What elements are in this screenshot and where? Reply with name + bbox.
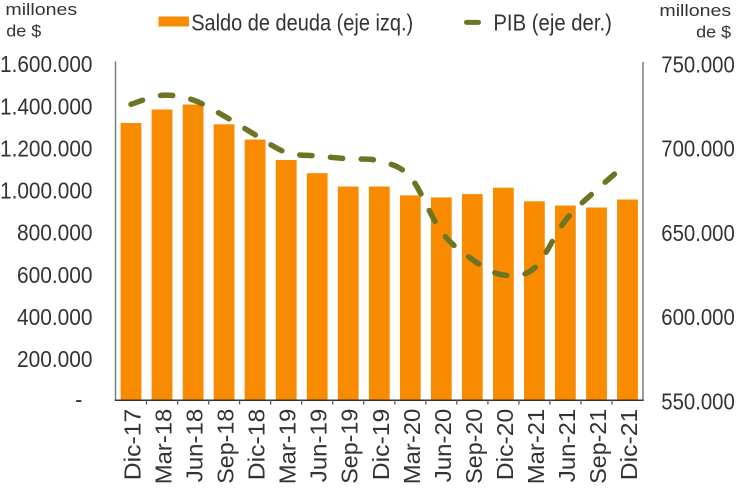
svg-text:600.000: 600.000: [661, 304, 735, 330]
svg-text:Dic-18: Dic-18: [244, 409, 270, 481]
svg-text:Sep-18: Sep-18: [213, 409, 239, 484]
svg-text:Mar-18: Mar-18: [151, 409, 177, 484]
svg-text:Mar-19: Mar-19: [275, 409, 301, 484]
svg-text:Dic-19: Dic-19: [368, 409, 394, 481]
svg-text:PIB (eje der.): PIB (eje der.): [493, 9, 612, 35]
svg-text:1.000.000: 1.000.000: [0, 178, 93, 204]
svg-text:700.000: 700.000: [661, 136, 735, 162]
svg-text:Dic-20: Dic-20: [492, 409, 518, 481]
svg-text:200.000: 200.000: [17, 346, 93, 372]
svg-text:Dic-21: Dic-21: [616, 409, 642, 481]
svg-text:1.400.000: 1.400.000: [0, 93, 93, 119]
svg-text:Jun-19: Jun-19: [306, 409, 332, 483]
svg-text:Saldo de deuda (eje izq.): Saldo de deuda (eje izq.): [191, 9, 413, 35]
svg-text:de $: de $: [696, 22, 732, 41]
svg-text:550.000: 550.000: [661, 388, 735, 414]
svg-text:de $: de $: [6, 21, 42, 40]
svg-text:800.000: 800.000: [17, 220, 93, 246]
svg-text:millones: millones: [659, 2, 731, 20]
svg-text:Jun-21: Jun-21: [554, 409, 580, 483]
svg-text:Jun-18: Jun-18: [182, 409, 208, 483]
svg-text:650.000: 650.000: [661, 220, 735, 246]
svg-text:Mar-20: Mar-20: [399, 409, 425, 484]
svg-text:600.000: 600.000: [17, 262, 93, 288]
svg-text:Sep-19: Sep-19: [337, 409, 363, 484]
svg-text:1.600.000: 1.600.000: [0, 51, 93, 77]
svg-text:1.200.000: 1.200.000: [0, 135, 93, 161]
svg-text:750.000: 750.000: [661, 51, 735, 77]
svg-text:Mar-21: Mar-21: [523, 409, 549, 484]
svg-text:Sep-21: Sep-21: [585, 409, 611, 484]
svg-text:400.000: 400.000: [17, 304, 93, 330]
svg-text:Dic-17: Dic-17: [120, 409, 146, 481]
svg-text:Jun-20: Jun-20: [430, 409, 456, 483]
svg-text:millones: millones: [5, 1, 77, 19]
svg-text:Sep-20: Sep-20: [461, 409, 487, 484]
